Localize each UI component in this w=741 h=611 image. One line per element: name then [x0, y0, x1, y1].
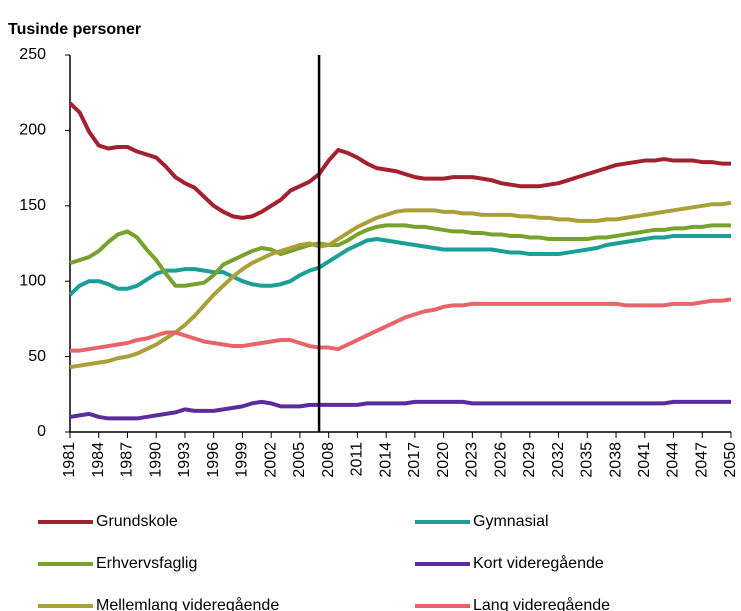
legend-label: Lang videregående	[473, 596, 610, 611]
x-tick-label: 2038	[607, 442, 624, 478]
series-line	[68, 233, 731, 297]
x-tick-label: 2005	[291, 442, 308, 478]
series-line	[69, 399, 731, 421]
x-tick-label: 2014	[377, 442, 394, 478]
series-line	[69, 200, 732, 370]
x-tick-label: 1990	[147, 442, 164, 478]
series-line	[69, 223, 731, 288]
x-tick-label: 2026	[492, 442, 509, 478]
y-tick-label: 200	[19, 122, 46, 139]
y-tick-label: 250	[19, 46, 46, 63]
series-line	[68, 101, 731, 220]
x-tick-label: 2044	[665, 442, 682, 478]
x-tick-label: 1996	[205, 442, 222, 478]
x-tick-label: 2011	[349, 442, 366, 477]
legend-label: Mellemlang videregående	[96, 596, 279, 611]
x-tick-label: 2023	[464, 442, 481, 478]
y-tick-label: 50	[28, 348, 46, 365]
x-tick-label: 2035	[579, 442, 596, 478]
x-tick-label: 2008	[320, 442, 337, 478]
series-line	[70, 297, 732, 353]
x-tick-label: 1999	[234, 442, 251, 478]
x-tick-label: 2041	[636, 442, 653, 478]
x-tick-label: 2017	[406, 442, 423, 478]
x-tick-label: 2050	[722, 442, 739, 478]
x-tick-label: 2047	[693, 442, 710, 478]
legend-label: Gymnasial	[473, 513, 549, 530]
x-tick-label: 2032	[550, 442, 567, 478]
x-tick-label: 2002	[262, 442, 279, 478]
x-tick-label: 2020	[435, 442, 452, 478]
chart-title: Tusinde personer	[8, 21, 141, 38]
y-tick-label: 100	[19, 272, 46, 289]
x-tick-label: 1981	[61, 442, 78, 478]
y-tick-label: 150	[19, 197, 46, 214]
x-tick-label: 1984	[90, 442, 107, 478]
x-tick-label: 2029	[521, 442, 538, 478]
legend-label: Kort videregående	[473, 554, 604, 572]
x-tick-label: 1993	[176, 442, 193, 478]
legend-label: Grundskole	[96, 513, 178, 530]
x-tick-label: 1987	[119, 442, 136, 478]
legend-label: Erhvervsfaglig	[96, 555, 197, 572]
y-tick-label: 0	[37, 423, 46, 440]
